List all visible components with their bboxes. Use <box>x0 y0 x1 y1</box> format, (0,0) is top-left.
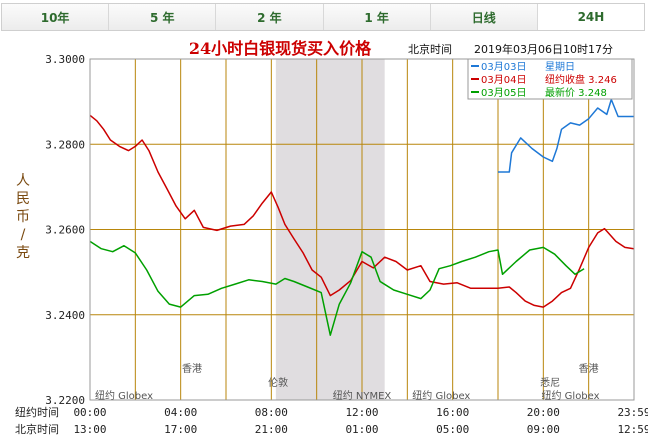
x-row2-tick: 12:59 <box>617 423 648 436</box>
tab-5y[interactable]: 5 年 <box>109 4 217 30</box>
x-row1-tick: 04:00 <box>164 406 197 419</box>
x-row2-tick: 17:00 <box>164 423 197 436</box>
y-tick-label: 3.2400 <box>45 309 85 322</box>
legend-label: 03月04日 <box>481 74 526 86</box>
legend-extra: 最新价 3.248 <box>545 86 607 99</box>
range-tabs: 10年 5 年 2 年 1 年 日线 24H <box>1 3 645 31</box>
clock-label: 北京时间 <box>408 42 452 56</box>
y-tick-label: 3.2200 <box>45 394 85 407</box>
x-row2-tick: 05:00 <box>436 423 469 436</box>
market-label: 纽约 Globex <box>412 389 470 402</box>
y-axis-ticks: 3.3000 3.2800 3.2600 3.2400 3.2200 <box>45 53 85 407</box>
plot-frame <box>89 58 635 401</box>
x-row1-tick: 23:59 <box>617 406 648 419</box>
y-tick-label: 3.3000 <box>45 53 85 66</box>
legend-box <box>467 58 633 100</box>
y-label-char: 人 <box>16 173 30 189</box>
market-label: 纽约 Globex <box>95 389 153 402</box>
market-label: 纽约 NYMEX <box>333 389 392 402</box>
tab-1y[interactable]: 1 年 <box>323 4 431 30</box>
series-line-green <box>89 240 585 336</box>
y-tick-label: 3.2600 <box>45 224 85 237</box>
series-line-red <box>89 114 634 308</box>
y-tick-label: 3.2800 <box>45 138 85 151</box>
x-row2-tick: 09:00 <box>527 423 560 436</box>
legend: 03月03日 星期日 03月04日 纽约收盘 3.246 03月05日 最新价 3.248 <box>467 58 633 100</box>
tab-daily[interactable]: 日线 <box>430 4 538 30</box>
x-row2-tick: 01:00 <box>345 423 378 436</box>
legend-label: 03月05日 <box>481 87 526 99</box>
x-row1-tick: 12:00 <box>345 406 378 419</box>
tab-24h[interactable]: 24H <box>537 4 645 30</box>
clock-value: 2019年03月06日10时17分 <box>474 42 613 56</box>
series-lines <box>89 98 634 336</box>
grid-lines <box>90 59 634 400</box>
y-label-char: 克 <box>16 245 30 261</box>
market-label: 香港 <box>182 363 202 375</box>
x-row2-tick: 21:00 <box>255 423 288 436</box>
tab-10y[interactable]: 10年 <box>2 4 110 30</box>
y-axis-label: 人民币 / 克 <box>16 173 30 261</box>
legend-label: 03月03日 <box>481 61 526 73</box>
y-label-char: 民 <box>16 191 30 207</box>
x-row2-label: 北京时间 <box>15 422 59 436</box>
x-row1-tick: 08:00 <box>255 406 288 419</box>
x-row1-tick: 20:00 <box>527 406 560 419</box>
y-label-char: 币 <box>16 209 30 225</box>
market-label: 纽约 Globex <box>541 389 599 402</box>
x-row2-tick: 13:00 <box>73 423 106 436</box>
market-label: 香港 <box>579 363 599 375</box>
tab-2y[interactable]: 2 年 <box>216 4 324 30</box>
x-row1-tick: 16:00 <box>436 406 469 419</box>
y-label-char: / <box>21 227 26 243</box>
x-row1-label: 纽约时间 <box>15 405 59 419</box>
legend-extra: 纽约收盘 3.246 <box>545 73 617 86</box>
market-label: 伦敦 <box>268 376 288 389</box>
series-line-blue <box>498 98 634 173</box>
x-row1-tick: 00:00 <box>73 406 106 419</box>
chart-title: 24小时白银现货买入价格 <box>189 39 372 58</box>
market-label: 悉尼 <box>540 377 560 389</box>
legend-extra: 星期日 <box>545 61 575 73</box>
